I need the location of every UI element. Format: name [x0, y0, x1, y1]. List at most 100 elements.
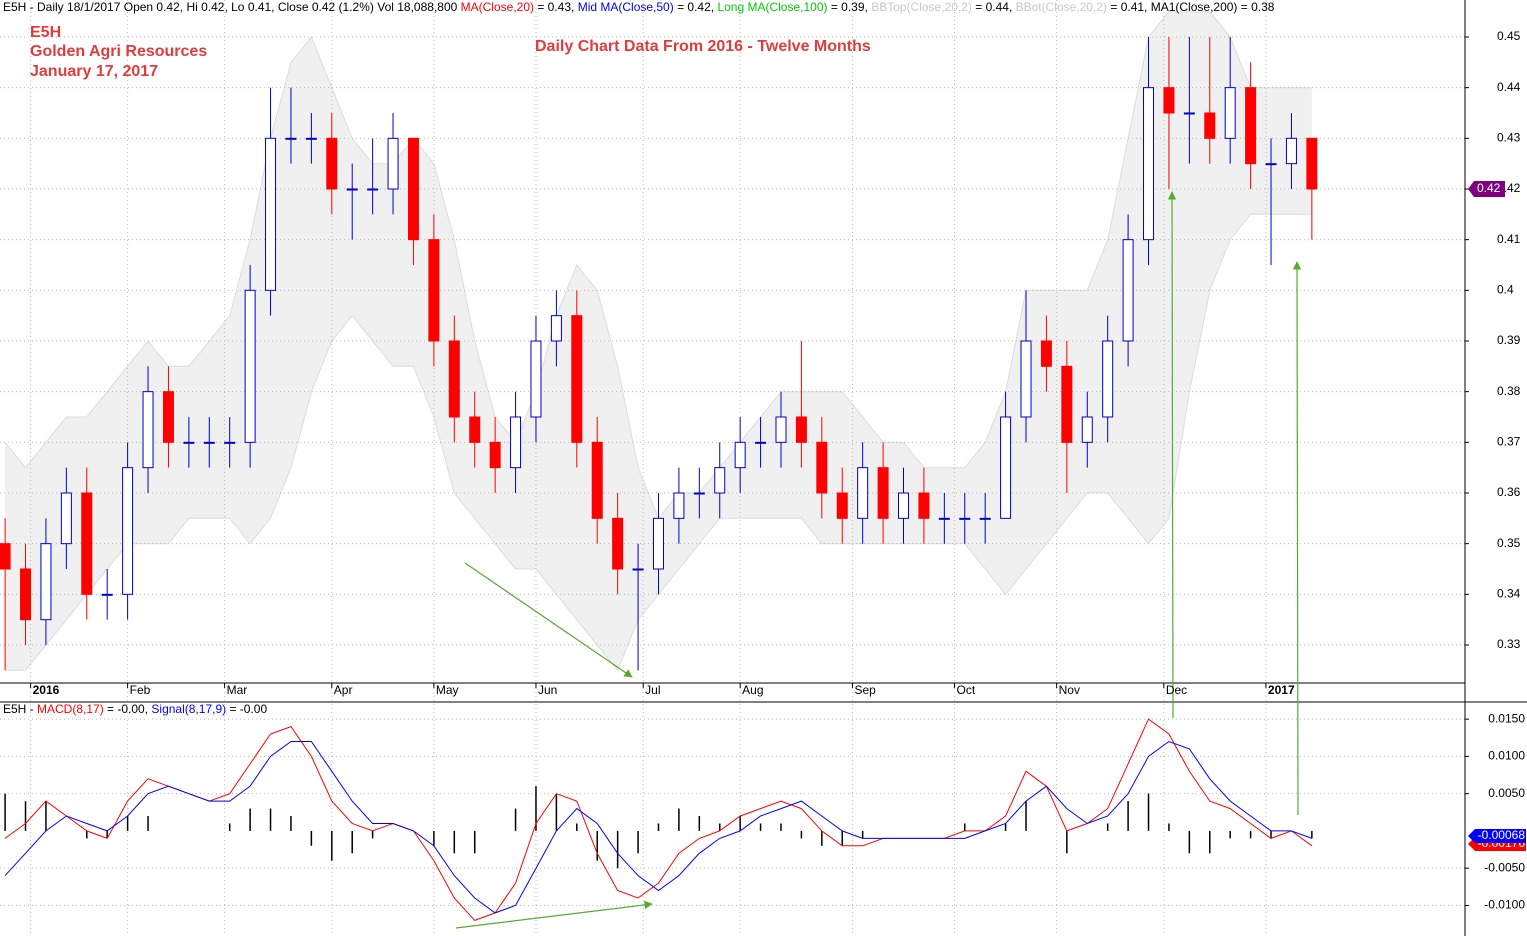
candle-body [387, 137, 399, 190]
header-segment: = 0.39, [828, 0, 872, 14]
y-tick-label: 0.0100 [1488, 749, 1525, 763]
candle-body [795, 416, 807, 443]
candle-body [1163, 87, 1175, 114]
candle-body [162, 391, 174, 443]
candle-body [734, 441, 746, 469]
candle-body [591, 441, 603, 519]
candle-body [469, 416, 481, 443]
arrows [455, 191, 1302, 929]
header-segment: = -0.00, [104, 702, 152, 716]
x-tick-label: Mar [227, 683, 248, 697]
y-tick-label: 0.0050 [1488, 786, 1525, 800]
candle-body [224, 441, 236, 444]
candle-body [489, 441, 501, 469]
candle-body [305, 137, 317, 140]
annotation: Golden Agri Resources [30, 43, 207, 60]
header-segment: BBTop(Close,20,2) [871, 0, 972, 14]
candle-body [142, 391, 154, 469]
candle-body [979, 517, 991, 520]
candle-body [877, 467, 889, 519]
candle-body [510, 416, 522, 469]
candle-body [857, 467, 869, 519]
candle-body [101, 593, 113, 596]
candle-body [775, 416, 787, 443]
candle-body [428, 239, 440, 342]
y-tick-label: 0.0150 [1488, 711, 1525, 725]
candle-body [203, 441, 215, 444]
y-tick-label: -0.0100 [1484, 898, 1525, 912]
header-segment: = 0.41, MA1(Close,200) = 0.38 [1107, 0, 1275, 14]
header-segment: = -0.00 [226, 702, 267, 716]
y-tick-label: 0.43 [1497, 130, 1521, 144]
candle-body [0, 543, 11, 570]
candle-body [1224, 87, 1236, 139]
x-tick-label: Aug [742, 683, 763, 697]
candle-body [938, 517, 950, 520]
y-tick-label: 0.39 [1497, 333, 1521, 347]
header-segment: MACD(8,17) [37, 702, 104, 716]
x-tick-label: Jun [538, 683, 557, 697]
candle-body [1020, 340, 1032, 418]
y-tick-label: 0.44 [1497, 80, 1521, 94]
candle-body [367, 188, 379, 191]
candle-body [530, 340, 542, 418]
candle-body [1245, 87, 1257, 165]
x-tick-label: Nov [1059, 683, 1080, 697]
candle-body [122, 467, 134, 595]
value-tag-label: -0.00068 [1478, 828, 1526, 842]
arrow [464, 562, 633, 678]
candle-body [20, 568, 32, 621]
arrow [1167, 191, 1177, 719]
y-tick-label: -0.0050 [1484, 860, 1525, 874]
candle-body [326, 137, 338, 190]
candle-body [652, 517, 664, 570]
candle-body [60, 492, 72, 545]
annotation: E5H [30, 24, 61, 41]
candle-body [918, 492, 930, 519]
annotation: January 17, 2017 [30, 63, 158, 80]
candle-body [244, 289, 256, 443]
y-tick-label: 0.38 [1497, 384, 1521, 398]
y-tick-label: 0.37 [1497, 435, 1521, 449]
chart-title: Daily Chart Data From 2016 - Twelve Mont… [535, 38, 871, 55]
candle-body [1122, 239, 1134, 342]
candle-body [1204, 112, 1216, 139]
macd-line [4, 740, 1313, 914]
x-tick-label: Oct [957, 683, 976, 697]
candle-body [571, 315, 583, 443]
x-tick-label: 2017 [1268, 683, 1295, 697]
x-tick-label: Feb [130, 683, 151, 697]
candle-body [1081, 416, 1093, 443]
candle-body [673, 492, 685, 519]
header-segment: E5H - [3, 702, 37, 716]
candle-body [898, 492, 910, 519]
candle-body [1143, 87, 1155, 241]
x-tick-label: Jul [645, 683, 660, 697]
last-price-tag [1468, 180, 1505, 197]
candle-body [1265, 163, 1277, 166]
y-tick-label: 0.33 [1497, 637, 1521, 651]
candle-body [836, 492, 848, 519]
y-tick-label: 0.45 [1497, 29, 1521, 43]
header-segment: = 0.43, [534, 0, 578, 14]
candle-body [714, 467, 726, 494]
last-price-label: 0.42 [1477, 181, 1501, 195]
x-tick-label: 2016 [33, 683, 60, 697]
header-segment: Long MA(Close,100) [717, 0, 827, 14]
y-tick-label: 0.4 [1497, 282, 1514, 296]
candle-body [632, 568, 644, 571]
candle-body [612, 517, 624, 570]
candle-body [285, 137, 297, 140]
candle-body [755, 441, 767, 444]
candle-body [959, 517, 971, 520]
price-header: E5H - Daily 18/1/2017 Open 0.42, Hi 0.42… [3, 0, 1275, 14]
candle-body [1183, 112, 1195, 115]
candle-body [816, 441, 828, 494]
x-tick-label: Apr [334, 683, 353, 697]
arrow [1292, 261, 1302, 816]
candle-body [1040, 340, 1052, 367]
candle-body [407, 137, 419, 241]
candle-body [265, 137, 277, 291]
header-segment: Mid MA(Close,50) [578, 0, 674, 14]
